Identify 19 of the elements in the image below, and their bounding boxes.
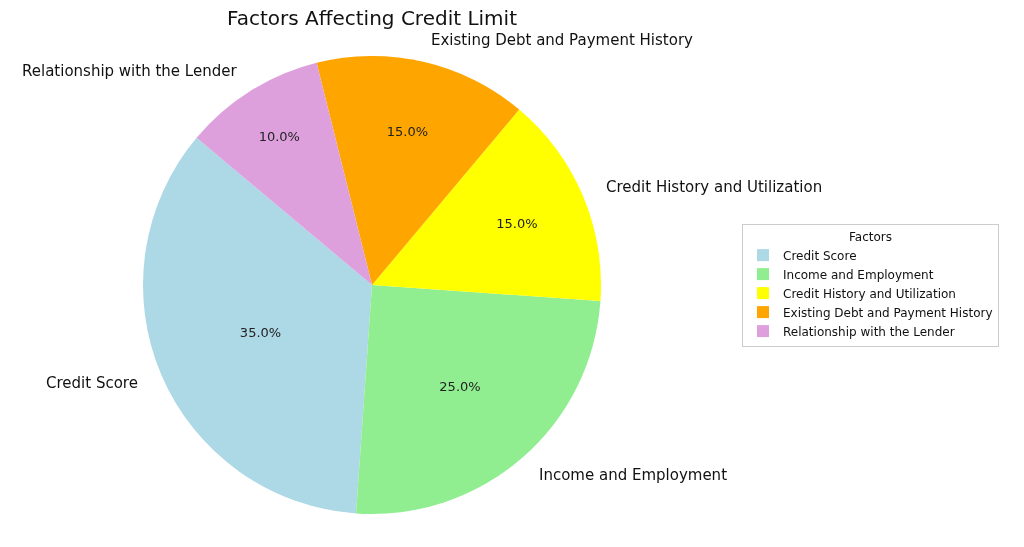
data-label: 15.0% bbox=[386, 124, 429, 140]
legend-label: Credit Score bbox=[783, 248, 857, 263]
legend-label: Income and Employment bbox=[783, 267, 934, 282]
slice-label: Income and Employment bbox=[539, 466, 728, 484]
slice-label: Relationship with the Lender bbox=[22, 62, 238, 80]
legend-label: Relationship with the Lender bbox=[783, 324, 955, 339]
pie-slice bbox=[356, 285, 601, 514]
slice-label: Credit History and Utilization bbox=[606, 178, 823, 196]
data-label: 25.0% bbox=[439, 378, 481, 394]
legend-label: Credit History and Utilization bbox=[783, 286, 956, 301]
data-label: 10.0% bbox=[258, 129, 300, 145]
data-label: 35.0% bbox=[239, 324, 282, 340]
slice-label: Credit Score bbox=[46, 374, 138, 392]
legend-label: Existing Debt and Payment History bbox=[783, 305, 993, 320]
pie-slice bbox=[372, 109, 601, 301]
slice-label: Existing Debt and Payment History bbox=[431, 31, 694, 49]
data-label: 15.0% bbox=[496, 215, 538, 231]
chart-title: Factors Affecting Credit Limit bbox=[227, 6, 518, 30]
legend-title: Factors bbox=[849, 229, 892, 244]
